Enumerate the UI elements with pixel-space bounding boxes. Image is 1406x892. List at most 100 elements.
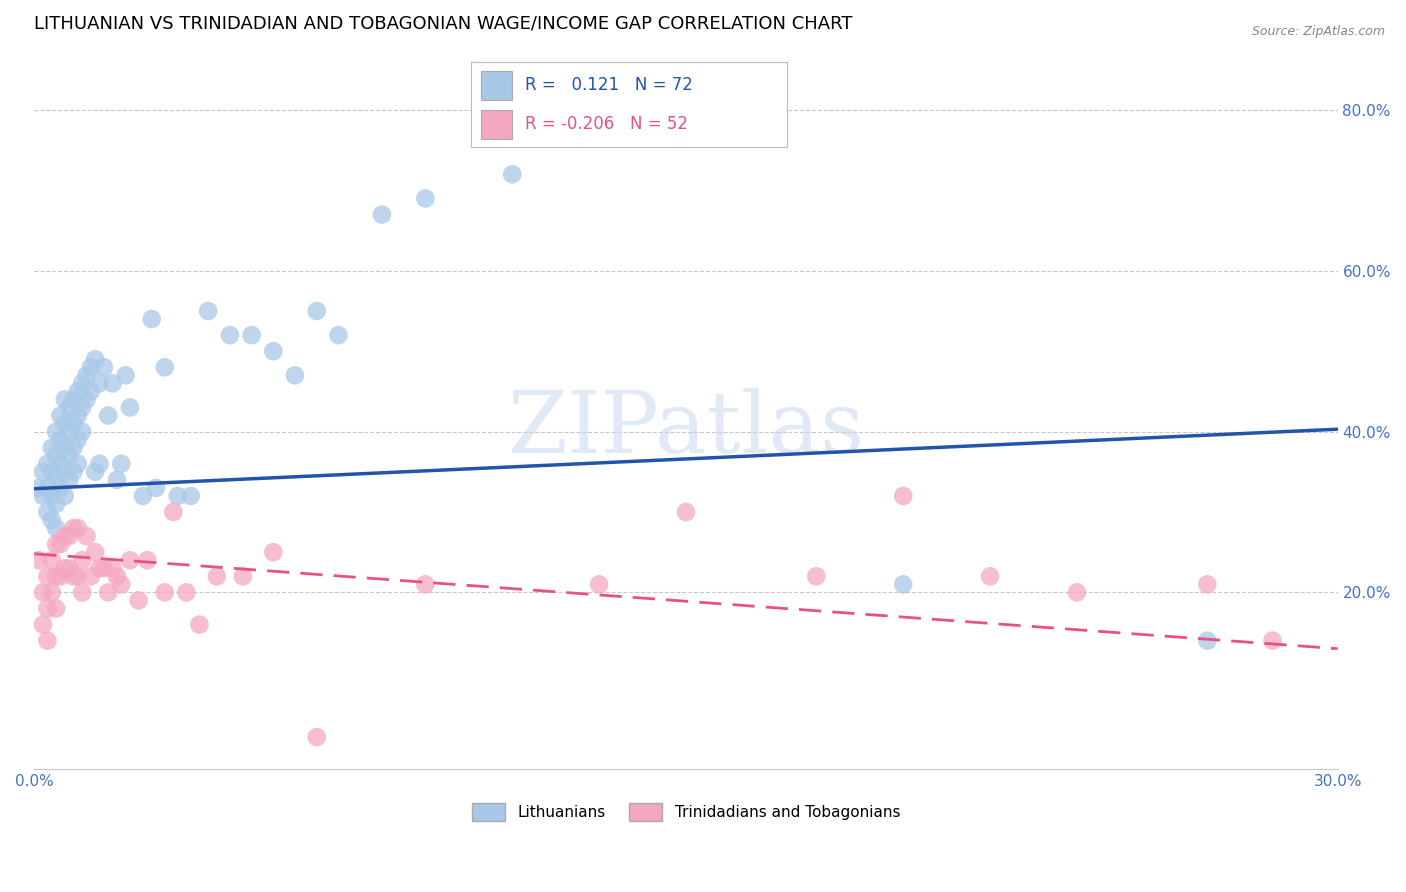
Point xyxy=(58,561,80,575)
Point xyxy=(89,376,111,391)
Point xyxy=(45,537,67,551)
Point xyxy=(49,481,72,495)
Point xyxy=(66,457,89,471)
Point xyxy=(45,473,67,487)
Point xyxy=(37,633,59,648)
Point xyxy=(66,384,89,399)
Point xyxy=(93,360,115,375)
Point xyxy=(37,601,59,615)
Point xyxy=(153,585,176,599)
Point xyxy=(675,505,697,519)
Point xyxy=(58,401,80,415)
Point xyxy=(891,577,914,591)
Point xyxy=(415,191,437,205)
Point xyxy=(93,561,115,575)
Point xyxy=(62,465,84,479)
Point xyxy=(105,473,128,487)
Point xyxy=(45,497,67,511)
Point xyxy=(58,425,80,439)
Point xyxy=(371,207,394,221)
Point xyxy=(37,457,59,471)
Point xyxy=(240,328,263,343)
Point xyxy=(53,489,76,503)
Point xyxy=(32,585,55,599)
Point xyxy=(37,481,59,495)
Point xyxy=(41,465,63,479)
Point xyxy=(28,481,51,495)
FancyBboxPatch shape xyxy=(481,71,512,100)
Point xyxy=(1197,633,1219,648)
Point xyxy=(176,585,198,599)
Point xyxy=(45,521,67,535)
Point xyxy=(979,569,1001,583)
Point xyxy=(501,167,523,181)
Point xyxy=(205,569,228,583)
Point xyxy=(118,553,141,567)
Text: Source: ZipAtlas.com: Source: ZipAtlas.com xyxy=(1251,25,1385,38)
Point xyxy=(62,417,84,431)
Point xyxy=(53,465,76,479)
Point xyxy=(41,553,63,567)
Point xyxy=(41,585,63,599)
Point xyxy=(45,425,67,439)
Point xyxy=(132,489,155,503)
FancyBboxPatch shape xyxy=(481,110,512,139)
Point xyxy=(136,553,159,567)
Text: R =   0.121   N = 72: R = 0.121 N = 72 xyxy=(524,77,693,95)
Point xyxy=(166,489,188,503)
Point xyxy=(101,376,124,391)
Point xyxy=(80,569,103,583)
Point xyxy=(101,561,124,575)
Point xyxy=(84,465,107,479)
Point xyxy=(58,449,80,463)
Point xyxy=(53,441,76,455)
Point xyxy=(70,585,93,599)
Point xyxy=(53,392,76,407)
Point xyxy=(162,505,184,519)
Point xyxy=(66,433,89,447)
Point xyxy=(37,505,59,519)
Point xyxy=(45,449,67,463)
Point xyxy=(1261,633,1284,648)
Point xyxy=(53,529,76,543)
Point xyxy=(49,569,72,583)
Point xyxy=(180,489,202,503)
Point xyxy=(32,617,55,632)
Point xyxy=(70,553,93,567)
Point xyxy=(66,521,89,535)
Point xyxy=(66,569,89,583)
Point xyxy=(89,561,111,575)
Point xyxy=(62,569,84,583)
Point xyxy=(118,401,141,415)
Text: ZIPatlas: ZIPatlas xyxy=(508,388,865,471)
Point xyxy=(84,545,107,559)
Point xyxy=(53,417,76,431)
Point xyxy=(128,593,150,607)
Point xyxy=(58,473,80,487)
Point xyxy=(97,409,120,423)
Point xyxy=(97,585,120,599)
Point xyxy=(218,328,240,343)
Point xyxy=(262,545,284,559)
Point xyxy=(45,601,67,615)
Point xyxy=(41,489,63,503)
Point xyxy=(232,569,254,583)
Point xyxy=(53,561,76,575)
Point xyxy=(188,617,211,632)
Point xyxy=(58,529,80,543)
Point xyxy=(153,360,176,375)
Point xyxy=(105,569,128,583)
Legend: Lithuanians, Trinidadians and Tobagonians: Lithuanians, Trinidadians and Tobagonian… xyxy=(465,797,907,827)
Point xyxy=(305,304,328,318)
Point xyxy=(32,489,55,503)
Point xyxy=(32,465,55,479)
Point xyxy=(305,730,328,744)
Point xyxy=(89,457,111,471)
Point xyxy=(415,577,437,591)
Point xyxy=(49,537,72,551)
Point xyxy=(49,409,72,423)
Point xyxy=(49,433,72,447)
Text: R = -0.206   N = 52: R = -0.206 N = 52 xyxy=(524,115,688,133)
Point xyxy=(70,401,93,415)
Point xyxy=(806,569,828,583)
